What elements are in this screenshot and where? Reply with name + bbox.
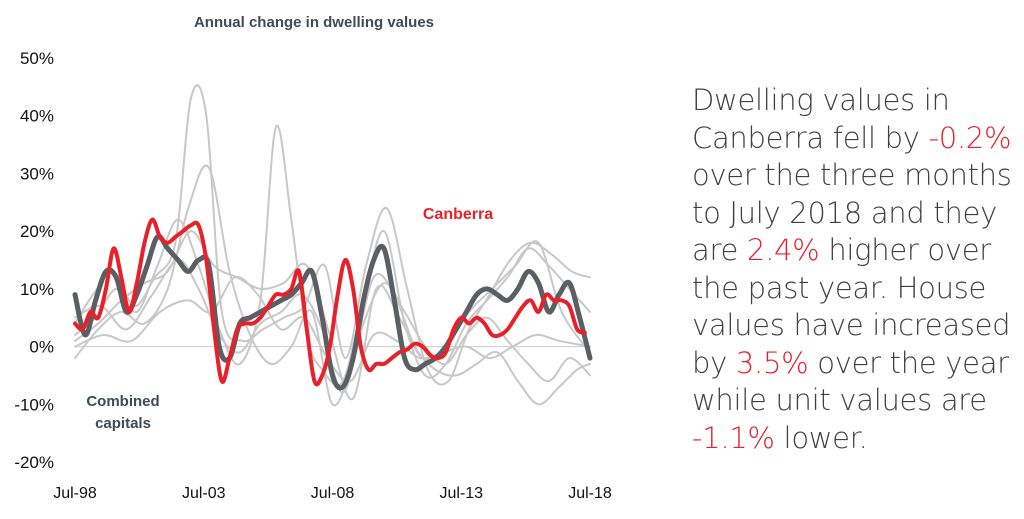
commentary-part-3: higher over the past year. House values … bbox=[692, 233, 1011, 380]
y-tick-label: 20% bbox=[20, 222, 54, 241]
chart: Annual change in dwelling values 50% 40% 3… bbox=[14, 14, 612, 502]
y-tick-label: 30% bbox=[20, 164, 54, 183]
series-line-other-capital-6 bbox=[74, 275, 591, 383]
commentary-part-5: lower. bbox=[774, 420, 868, 455]
commentary-part-2: over the three months to July 2018 and t… bbox=[692, 158, 1012, 267]
unit-value-change: -1.1% bbox=[692, 420, 775, 455]
house-value-change: 3.5% bbox=[735, 345, 809, 380]
series-line-other-capital-5 bbox=[74, 230, 591, 401]
quarterly-change-value: -0.2% bbox=[928, 120, 1012, 155]
combined-capitals-label-line2: capitals bbox=[95, 415, 151, 432]
x-tick-label: Jul-18 bbox=[568, 485, 612, 502]
y-tick-label: 10% bbox=[20, 280, 54, 299]
x-tick-label: Jul-03 bbox=[182, 485, 226, 502]
x-axis-ticks: Jul-98 Jul-03 Jul-08 Jul-13 Jul-18 bbox=[53, 485, 612, 502]
y-axis-ticks: 50% 40% 30% 20% 10% 0% -10% -20% bbox=[14, 49, 54, 472]
series-layer bbox=[72, 84, 593, 407]
commentary-part-1: Dwelling values in Canberra fell by bbox=[692, 83, 950, 155]
y-tick-label: -20% bbox=[14, 453, 54, 472]
annual-change-value: 2.4% bbox=[746, 233, 820, 267]
combined-capitals-label-line1: Combined bbox=[86, 393, 159, 410]
x-tick-label: Jul-13 bbox=[439, 485, 483, 502]
commentary-text: Dwelling values in Canberra fell by -0.2… bbox=[692, 82, 1020, 457]
x-tick-label: Jul-08 bbox=[311, 485, 355, 502]
y-tick-label: 40% bbox=[20, 107, 54, 126]
y-tick-label: 50% bbox=[20, 49, 54, 68]
commentary-part-4: over the year while unit values are bbox=[692, 345, 1009, 418]
series-line-other-capital-3 bbox=[74, 164, 591, 407]
series-line-canberra bbox=[73, 217, 587, 387]
chart-title: Annual change in dwelling values bbox=[194, 14, 434, 31]
y-tick-label: 0% bbox=[29, 338, 54, 357]
series-line-combined-capitals bbox=[72, 233, 593, 391]
x-tick-label: Jul-98 bbox=[53, 485, 97, 502]
canberra-label: Canberra bbox=[423, 206, 493, 223]
y-tick-label: -10% bbox=[14, 395, 54, 414]
